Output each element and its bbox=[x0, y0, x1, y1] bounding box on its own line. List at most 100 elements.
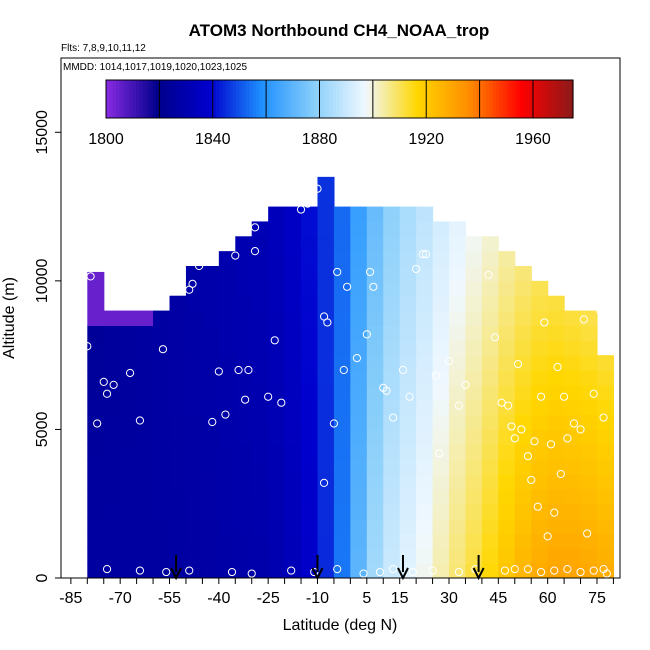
heat-cell bbox=[481, 236, 499, 252]
x-tick-label: 75 bbox=[588, 590, 606, 607]
colorbar-swatch bbox=[302, 80, 307, 118]
heat-cell bbox=[596, 533, 615, 549]
heat-cell bbox=[350, 355, 368, 371]
heat-cell bbox=[218, 548, 236, 564]
heat-cell bbox=[465, 414, 483, 431]
heat-cell bbox=[432, 280, 450, 297]
heat-cell bbox=[399, 444, 417, 460]
heat-cell bbox=[481, 355, 499, 371]
heat-cell bbox=[350, 518, 368, 535]
heat-cell bbox=[580, 340, 598, 356]
heat-cell bbox=[284, 295, 302, 312]
colorbar-swatch bbox=[439, 80, 444, 118]
heat-cell bbox=[268, 340, 286, 356]
colorbar-swatch bbox=[166, 80, 170, 118]
heat-cell bbox=[383, 370, 401, 386]
heat-cell bbox=[202, 280, 220, 297]
colorbar-swatch bbox=[559, 80, 564, 118]
obs-point bbox=[241, 395, 250, 404]
colorbar-swatch bbox=[342, 80, 347, 118]
heat-cell bbox=[153, 355, 171, 371]
obs-point bbox=[444, 356, 454, 366]
colorbar-swatch bbox=[109, 80, 114, 118]
colorbar-swatch bbox=[126, 80, 130, 118]
colorbar-swatch bbox=[329, 80, 334, 118]
heat-cell bbox=[596, 444, 615, 460]
heat-cell bbox=[449, 251, 467, 267]
heat-cell bbox=[136, 474, 154, 490]
colorbar-swatch bbox=[486, 80, 491, 118]
obs-point bbox=[530, 437, 539, 446]
heat-cell bbox=[317, 474, 335, 490]
heat-cell bbox=[317, 399, 335, 416]
heat-cell bbox=[153, 444, 171, 460]
heat-cell bbox=[416, 266, 434, 282]
heat-cell bbox=[169, 384, 187, 401]
heat-cell bbox=[531, 548, 549, 564]
heat-cell bbox=[333, 429, 351, 445]
heat-cell bbox=[301, 474, 319, 490]
obs-point bbox=[135, 566, 145, 575]
heat-cell bbox=[120, 548, 138, 564]
heat-cell bbox=[498, 548, 516, 564]
heat-cell bbox=[317, 503, 335, 520]
heat-cell bbox=[268, 266, 286, 282]
heat-cell bbox=[87, 429, 105, 445]
heat-cell bbox=[531, 384, 549, 401]
heat-cell bbox=[366, 355, 384, 371]
heat-cell bbox=[432, 429, 450, 445]
heat-cell bbox=[87, 563, 105, 578]
heat-cell bbox=[596, 399, 615, 416]
colorbar-swatch bbox=[562, 80, 567, 118]
plot-frame bbox=[60, 57, 621, 579]
colorbar-swatch bbox=[159, 80, 164, 118]
heat-cell bbox=[498, 444, 516, 460]
heat-cell bbox=[185, 444, 203, 460]
heat-cell bbox=[317, 563, 335, 578]
heat-cell bbox=[498, 384, 516, 401]
x-axis-label: Latitude (deg N) bbox=[283, 617, 398, 634]
heat-cell bbox=[153, 548, 171, 564]
heat-cell bbox=[416, 488, 434, 505]
heat-cell bbox=[416, 459, 434, 475]
heat-cell bbox=[350, 488, 368, 505]
heat-cell bbox=[153, 370, 171, 386]
heat-cell bbox=[317, 325, 335, 341]
heat-cell bbox=[251, 429, 269, 445]
heat-cell bbox=[202, 384, 220, 401]
obs-point bbox=[250, 247, 260, 256]
heat-cell bbox=[268, 459, 286, 475]
heat-cell bbox=[136, 459, 154, 475]
heat-cell bbox=[383, 384, 401, 401]
heat-cell bbox=[235, 474, 253, 490]
x-tick-label: -55 bbox=[158, 590, 181, 607]
heat-cell bbox=[514, 533, 532, 549]
heat-cell bbox=[235, 459, 253, 475]
heat-cell bbox=[399, 355, 417, 371]
heat-cell bbox=[416, 236, 434, 252]
heat-cell bbox=[564, 384, 582, 401]
heat-cell bbox=[136, 325, 154, 341]
colorbar-swatch bbox=[499, 80, 504, 118]
heat-cell bbox=[416, 355, 434, 371]
heat-cell bbox=[301, 414, 319, 431]
colorbar-swatch bbox=[239, 80, 244, 118]
heat-cell bbox=[136, 429, 154, 445]
heat-cell bbox=[202, 533, 220, 549]
heat-cell bbox=[169, 548, 187, 564]
heat-cell bbox=[481, 384, 499, 401]
heat-cell bbox=[366, 533, 384, 549]
obs-point bbox=[523, 564, 533, 574]
heat-cell bbox=[317, 295, 335, 312]
heat-cell bbox=[284, 429, 302, 445]
heat-cell bbox=[350, 370, 368, 386]
heat-cell bbox=[87, 533, 105, 549]
heat-cell bbox=[399, 251, 417, 267]
obs-point bbox=[589, 389, 598, 398]
heat-cell bbox=[366, 548, 384, 564]
heat-cell bbox=[383, 503, 401, 520]
heat-cell bbox=[366, 414, 384, 431]
heat-cell bbox=[498, 414, 516, 431]
colorbar-swatch bbox=[172, 80, 177, 118]
heat-cell bbox=[185, 384, 203, 401]
